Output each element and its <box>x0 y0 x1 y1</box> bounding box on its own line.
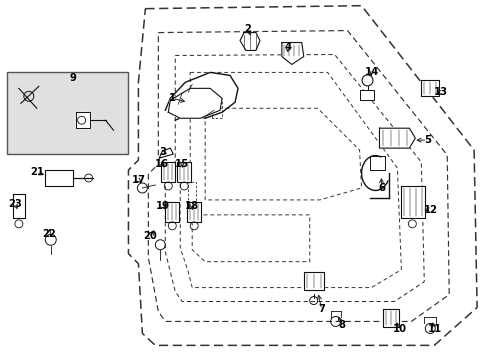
Polygon shape <box>45 170 73 186</box>
Polygon shape <box>161 162 175 182</box>
Text: 18: 18 <box>185 201 199 211</box>
Polygon shape <box>168 88 222 118</box>
Text: 21: 21 <box>30 167 44 177</box>
Text: 1: 1 <box>168 93 176 103</box>
Polygon shape <box>281 42 303 64</box>
Text: 22: 22 <box>42 229 56 239</box>
Text: 7: 7 <box>318 305 325 315</box>
Text: 10: 10 <box>391 324 406 334</box>
Text: 17: 17 <box>131 175 145 185</box>
Polygon shape <box>177 162 191 182</box>
Text: 5: 5 <box>423 135 430 145</box>
Text: 20: 20 <box>143 231 157 241</box>
Polygon shape <box>13 194 25 218</box>
Bar <box>7 72 128 154</box>
Text: 15: 15 <box>175 159 189 169</box>
Text: 14: 14 <box>364 67 378 77</box>
Text: 8: 8 <box>337 320 345 330</box>
Text: 9: 9 <box>69 73 76 84</box>
Text: 6: 6 <box>377 183 384 193</box>
Text: 2: 2 <box>244 24 251 33</box>
Polygon shape <box>383 310 399 328</box>
Text: 12: 12 <box>424 205 437 215</box>
Polygon shape <box>421 80 438 96</box>
Text: 23: 23 <box>8 199 22 209</box>
Polygon shape <box>159 148 173 158</box>
Text: 19: 19 <box>155 201 169 211</box>
Text: 16: 16 <box>155 159 169 169</box>
Polygon shape <box>76 112 89 128</box>
Polygon shape <box>359 90 373 100</box>
Polygon shape <box>187 202 201 222</box>
Polygon shape <box>165 202 179 222</box>
Text: 3: 3 <box>159 147 165 157</box>
Polygon shape <box>303 272 323 289</box>
Polygon shape <box>401 186 425 218</box>
Text: 4: 4 <box>284 41 291 51</box>
Text: 13: 13 <box>433 87 447 97</box>
Text: 11: 11 <box>427 324 442 334</box>
Polygon shape <box>240 32 260 50</box>
Polygon shape <box>369 156 385 170</box>
Polygon shape <box>379 128 414 148</box>
